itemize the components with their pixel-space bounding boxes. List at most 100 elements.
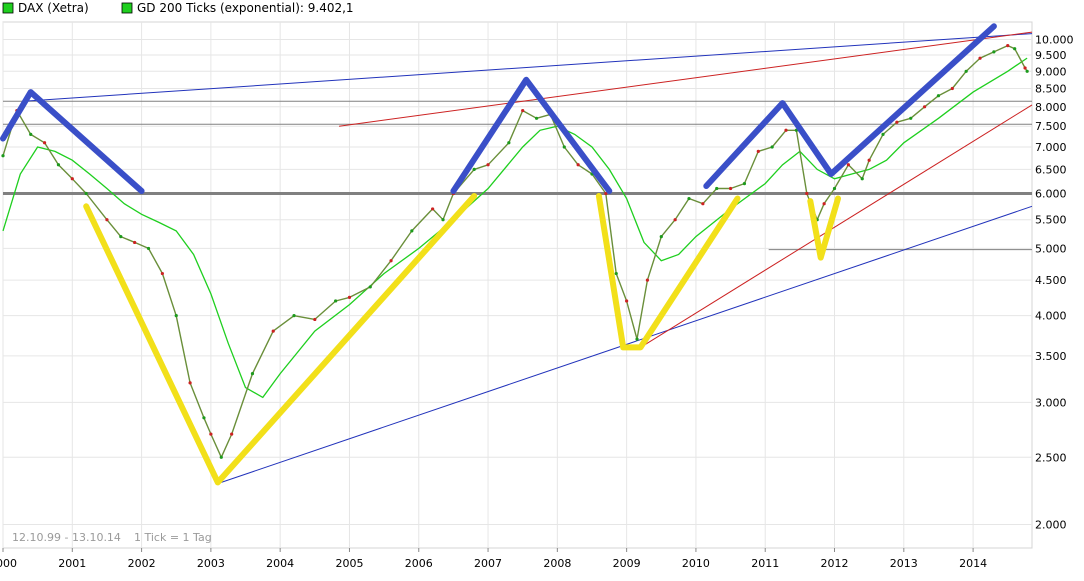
dax-price-point — [950, 86, 954, 91]
y-tick-label: 9.000 — [1035, 65, 1067, 78]
dax-price-point — [368, 285, 372, 289]
x-tick-label: 2006 — [405, 557, 433, 570]
dax-price-point — [645, 278, 650, 282]
y-tick-label: 3.000 — [1035, 396, 1067, 409]
trendline — [221, 205, 1033, 483]
dax-price-point — [292, 314, 296, 318]
y-tick-label: 6.000 — [1035, 187, 1067, 200]
legend-label-dax: DAX (Xetra) — [18, 1, 89, 15]
legend-label-gd200: GD 200 Ticks (exponential): 9.402,1 — [137, 1, 354, 15]
y-tick-label: 2.000 — [1035, 519, 1067, 532]
dax-price-point — [146, 246, 151, 251]
dax-price-point — [219, 455, 223, 459]
dax-price-point — [728, 186, 733, 191]
dax-price-point — [756, 149, 760, 153]
legend: DAX (Xetra) GD 200 Ticks (exponential): … — [2, 1, 354, 15]
dax-price-point — [742, 181, 747, 186]
dax-price-point — [1, 154, 5, 158]
x-tick-label: 2005 — [335, 557, 363, 570]
dax-price-point — [507, 141, 511, 145]
blue-annotation — [703, 23, 997, 189]
dax-price-point — [562, 145, 566, 149]
dax-price-point — [334, 299, 338, 303]
date-range-label: 12.10.99 - 13.10.14 — [12, 531, 121, 544]
dax-price-point — [70, 177, 74, 181]
y-tick-label: 8.500 — [1035, 83, 1067, 96]
x-tick-label: 2010 — [682, 557, 710, 570]
dax-price-point — [701, 202, 705, 206]
dax-price-point — [271, 329, 275, 333]
y-tick-label: 3.500 — [1035, 350, 1067, 363]
dax-price-point — [895, 120, 899, 124]
blue-annotation — [450, 76, 613, 194]
y-tick-label: 2.500 — [1035, 451, 1067, 464]
dax-price-point — [29, 132, 33, 136]
x-tick-label: 2014 — [959, 557, 987, 570]
x-tick-label: 2012 — [821, 557, 849, 570]
x-tick-label: 2001 — [58, 557, 86, 570]
dax-price-point — [1006, 44, 1010, 48]
y-tick-label: 4.500 — [1035, 274, 1067, 287]
dax-price-point — [867, 158, 871, 162]
dax-price-point — [534, 116, 539, 120]
yellow-annotation — [807, 195, 841, 261]
y-tick-label: 8.000 — [1035, 101, 1067, 114]
y-tick-label: 5.000 — [1035, 242, 1067, 255]
x-tick-label: 2011 — [751, 557, 779, 570]
trendline — [640, 104, 1033, 348]
dax-price-point — [673, 218, 677, 222]
y-tick-label: 7.500 — [1035, 120, 1067, 133]
dax-price-point — [659, 234, 663, 239]
dax-price-point — [687, 196, 691, 201]
x-tick-label: 2013 — [890, 557, 918, 570]
dax-price-point — [42, 141, 47, 145]
dax-price-point — [978, 56, 982, 60]
dax-price-point — [521, 108, 525, 113]
dax-price-point — [441, 218, 445, 222]
dax-price-point — [389, 259, 393, 263]
y-tick-label: 5.500 — [1035, 214, 1067, 227]
dax-price-point — [1023, 66, 1027, 70]
dax-price-point — [410, 229, 414, 233]
dax-price-point — [209, 432, 213, 436]
dax-price-point — [635, 337, 639, 341]
dax-price-point — [105, 218, 109, 222]
x-tick-label: 2007 — [474, 557, 502, 570]
dax-price-point — [936, 94, 941, 98]
dax-price-point — [56, 163, 61, 167]
y-tick-label: 7.000 — [1035, 141, 1067, 154]
blue-annotation — [0, 89, 145, 194]
dax-price-point — [860, 177, 864, 181]
dax-price-point — [822, 202, 826, 206]
dax-price-point — [313, 317, 317, 322]
yellow-annotation — [83, 193, 478, 486]
dax-price-point — [715, 186, 719, 191]
dax-price-point — [1025, 69, 1029, 73]
dax-price-point — [922, 105, 927, 109]
dax-price-point — [832, 186, 837, 191]
dax-price-point — [174, 314, 178, 318]
dax-price-point — [770, 145, 774, 149]
dax-price-point — [784, 128, 788, 132]
legend-swatch-dax — [2, 2, 14, 14]
dax-price-point — [202, 416, 206, 420]
y-tick-label: 4.000 — [1035, 310, 1067, 323]
x-tick-label: 2003 — [197, 557, 225, 570]
dax-price-point — [576, 163, 580, 167]
x-tick-label: 2000 — [0, 557, 17, 570]
dax-price-point — [604, 191, 608, 196]
dax-price-point — [250, 372, 255, 376]
dax-price-point — [133, 240, 137, 245]
tick-info-label: 1 Tick = 1 Tag — [134, 531, 212, 544]
dax-price-point — [160, 271, 164, 276]
dax-price-point — [347, 295, 352, 299]
x-tick-label: 2008 — [543, 557, 571, 570]
y-tick-label: 9.500 — [1035, 49, 1067, 62]
dax-price-point — [992, 50, 996, 54]
x-tick-label: 2004 — [266, 557, 294, 570]
dax-price-point — [486, 163, 490, 167]
dax-price-point — [614, 271, 618, 276]
x-tick-label: 2002 — [128, 557, 156, 570]
